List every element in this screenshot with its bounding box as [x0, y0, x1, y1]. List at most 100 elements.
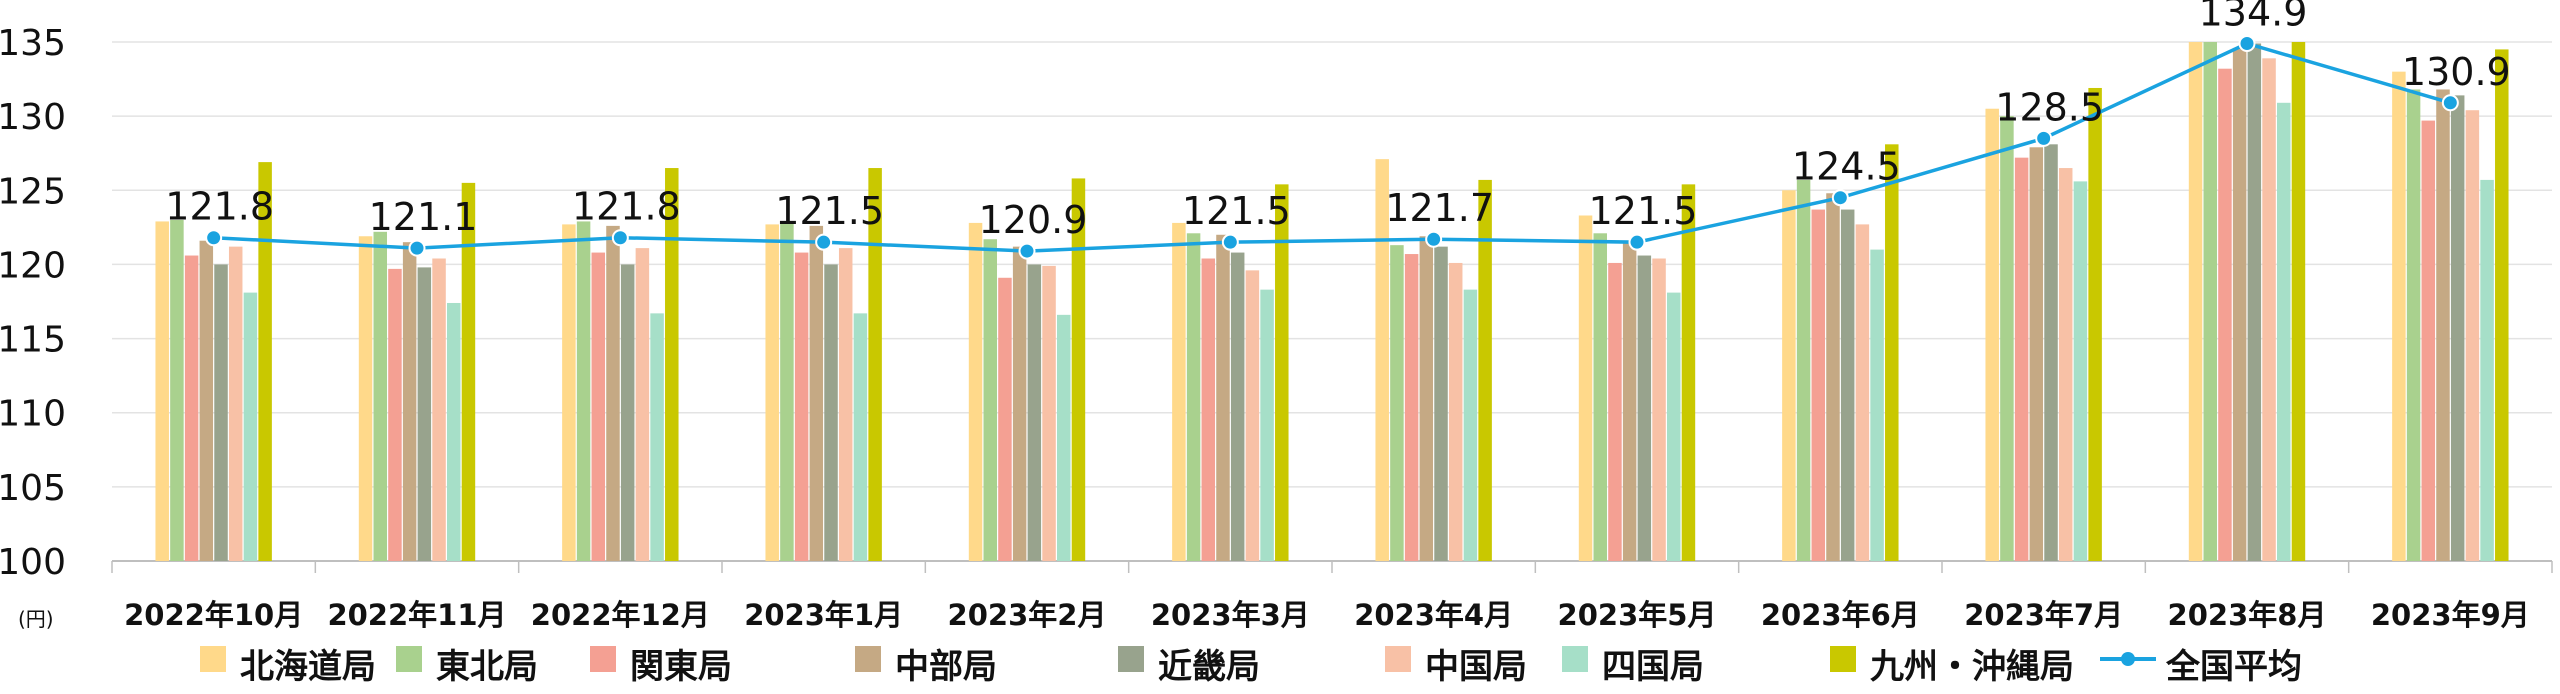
- bar: [606, 225, 620, 562]
- x-tick-label: 2023年2月: [948, 598, 1107, 632]
- legend-label: 九州・沖縄局: [1870, 647, 2074, 687]
- average-point: [815, 233, 833, 251]
- legend-swatch: [1830, 646, 1856, 672]
- bar: [1012, 246, 1027, 562]
- bar: [155, 221, 169, 561]
- data-label: 121.5: [775, 189, 884, 233]
- data-label: 130.9: [2402, 50, 2511, 94]
- x-tick-label: 2022年11月: [327, 598, 506, 632]
- bar: [868, 168, 882, 562]
- bar: [998, 277, 1012, 561]
- legend-marker: [2121, 652, 2135, 666]
- bar: [432, 258, 446, 561]
- bar: [1840, 209, 1855, 561]
- unit-label: (円): [18, 607, 54, 631]
- bar: [1622, 240, 1637, 561]
- bar: [2247, 43, 2262, 562]
- bar: [2232, 47, 2247, 562]
- bar: [665, 168, 679, 562]
- x-tick-label: 2023年4月: [1354, 598, 1513, 632]
- bar: [2495, 49, 2509, 562]
- bar: [1578, 215, 1593, 561]
- bar: [1434, 246, 1448, 562]
- bar: [2029, 147, 2044, 562]
- bar: [1885, 144, 1899, 561]
- bar: [983, 239, 997, 561]
- bar: [243, 292, 258, 561]
- bars: [155, 42, 2509, 562]
- bar: [2058, 168, 2073, 562]
- data-label: 128.5: [1995, 85, 2104, 129]
- bar: [2088, 87, 2102, 562]
- x-tick-label: 2023年3月: [1151, 598, 1310, 632]
- bar: [1230, 252, 1245, 561]
- bar: [2480, 179, 2494, 562]
- legend-swatch: [1562, 646, 1588, 672]
- bar: [794, 252, 809, 561]
- average-point: [611, 229, 629, 247]
- data-label: 121.1: [369, 195, 478, 239]
- legend-label: 中部局: [895, 647, 997, 687]
- bar: [228, 246, 243, 562]
- bar: [1260, 289, 1274, 561]
- bar: [1419, 236, 1434, 562]
- gridlines: [112, 41, 2552, 562]
- bar: [853, 313, 868, 561]
- bar: [358, 236, 373, 562]
- bar: [258, 162, 272, 561]
- data-label: 134.9: [2199, 0, 2308, 34]
- average-point: [408, 239, 426, 257]
- bar: [1637, 255, 1652, 561]
- bar: [1608, 262, 1622, 561]
- bar: [1404, 254, 1419, 561]
- bar: [447, 302, 461, 561]
- bar: [2421, 120, 2436, 561]
- y-tick-label: 105: [0, 468, 66, 509]
- x-axis: 2022年10月 2022年11月 2022年12月 2023年1月 2023年2月 20…: [111, 561, 2553, 632]
- data-label: 121.8: [572, 185, 681, 229]
- bar: [1870, 249, 1884, 561]
- bar: [1667, 292, 1681, 561]
- bar: [591, 252, 606, 561]
- bar: [2014, 157, 2029, 562]
- legend-swatch: [396, 646, 422, 672]
- bar: [2277, 102, 2291, 561]
- bar: [2291, 42, 2306, 561]
- bar: [2450, 95, 2465, 561]
- bar: [1275, 184, 1289, 561]
- bar: [838, 248, 853, 562]
- bar: [1201, 258, 1216, 561]
- bar: [2203, 42, 2217, 561]
- x-tick-label: 2023年1月: [744, 598, 903, 632]
- data-label: 121.5: [1589, 189, 1698, 233]
- bar: [2218, 68, 2232, 561]
- bar: [1593, 233, 1607, 561]
- legend: 北海道局 東北局 関東局 中部局 近畿局 中国局 四国局 九州・沖縄局 全国平均: [200, 646, 2302, 687]
- bar: [2465, 110, 2480, 561]
- bar: [1042, 265, 1056, 561]
- y-axis: 100 105 110 115 120 125 130 135: [0, 23, 66, 583]
- x-tick-label: 2023年7月: [1964, 598, 2123, 632]
- bar: [402, 242, 417, 561]
- bar: [562, 224, 576, 562]
- bar: [461, 182, 476, 561]
- y-tick-label: 115: [0, 320, 66, 361]
- legend-swatch: [855, 646, 881, 672]
- bar: [1172, 222, 1186, 561]
- legend-label: 近畿局: [1158, 647, 1260, 687]
- legend-label: 関東局: [630, 647, 732, 687]
- bar: [780, 221, 794, 561]
- bar: [2392, 71, 2406, 562]
- bar: [1390, 245, 1404, 561]
- bar: [1071, 178, 1086, 561]
- bar: [184, 255, 199, 561]
- average-point: [1425, 230, 1443, 248]
- bar: [373, 231, 387, 561]
- bar: [214, 264, 228, 561]
- bar: [1216, 234, 1230, 561]
- data-label: 121.5: [1182, 189, 1291, 233]
- bar: [2406, 89, 2421, 562]
- legend-label: 四国局: [1602, 647, 1704, 687]
